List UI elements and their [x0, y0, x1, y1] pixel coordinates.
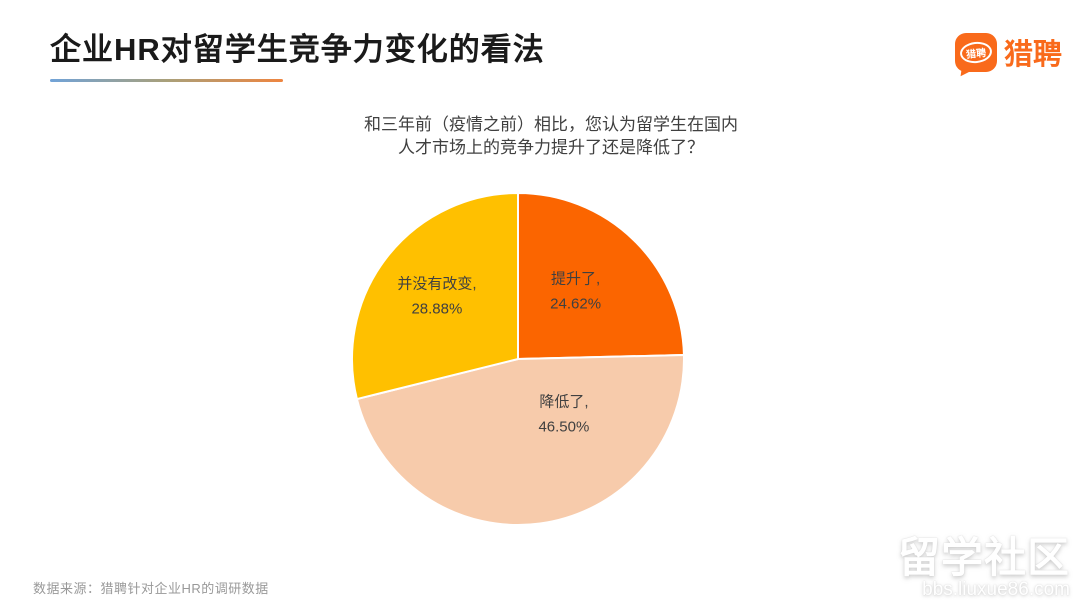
- liepin-logo-oval: 猎聘: [958, 39, 994, 65]
- watermark-site-name: 留学社区: [897, 534, 1070, 581]
- watermark: 留学社区 bbs.liuxue86.com: [897, 534, 1070, 600]
- pie-chart-svg: 提升了, 24.62% 降低了, 46.50% 并没有改变, 28.88%: [351, 192, 685, 526]
- pie-chart: 提升了, 24.62% 降低了, 46.50% 并没有改变, 28.88%: [338, 179, 698, 539]
- chart-question-line2: 人才市场上的竞争力提升了还是降低了？: [398, 138, 704, 157]
- data-source-note: 数据来源：猎聘针对企业HR的调研数据: [33, 581, 269, 596]
- title-underline: [50, 79, 283, 82]
- chart-question: 和三年前（疫情之前）相比，您认为留学生在国内 人才市场上的竞争力提升了还是降低了…: [211, 113, 891, 159]
- pie-slice: [517, 192, 685, 360]
- page-title: 企业HR对留学生竞争力变化的看法: [50, 32, 545, 67]
- liepin-logo-icon: 猎聘: [955, 32, 997, 72]
- liepin-logo-wordmark: 猎聘: [1004, 39, 1063, 71]
- liepin-logo-oval-text: 猎聘: [965, 47, 987, 61]
- pie-slice: [351, 192, 519, 401]
- pie-slice-label: 并没有改变, 28.88%: [397, 276, 476, 318]
- pie-slice-label: 降低了, 46.50%: [538, 394, 589, 436]
- pie-slice-label: 提升了, 24.62%: [550, 270, 601, 312]
- pie-slice: [355, 354, 685, 526]
- watermark-site-url: bbs.liuxue86.com: [922, 579, 1070, 600]
- liepin-logo: 猎聘 猎聘: [955, 31, 1062, 73]
- chart-question-line1: 和三年前（疫情之前）相比，您认为留学生在国内: [364, 115, 738, 134]
